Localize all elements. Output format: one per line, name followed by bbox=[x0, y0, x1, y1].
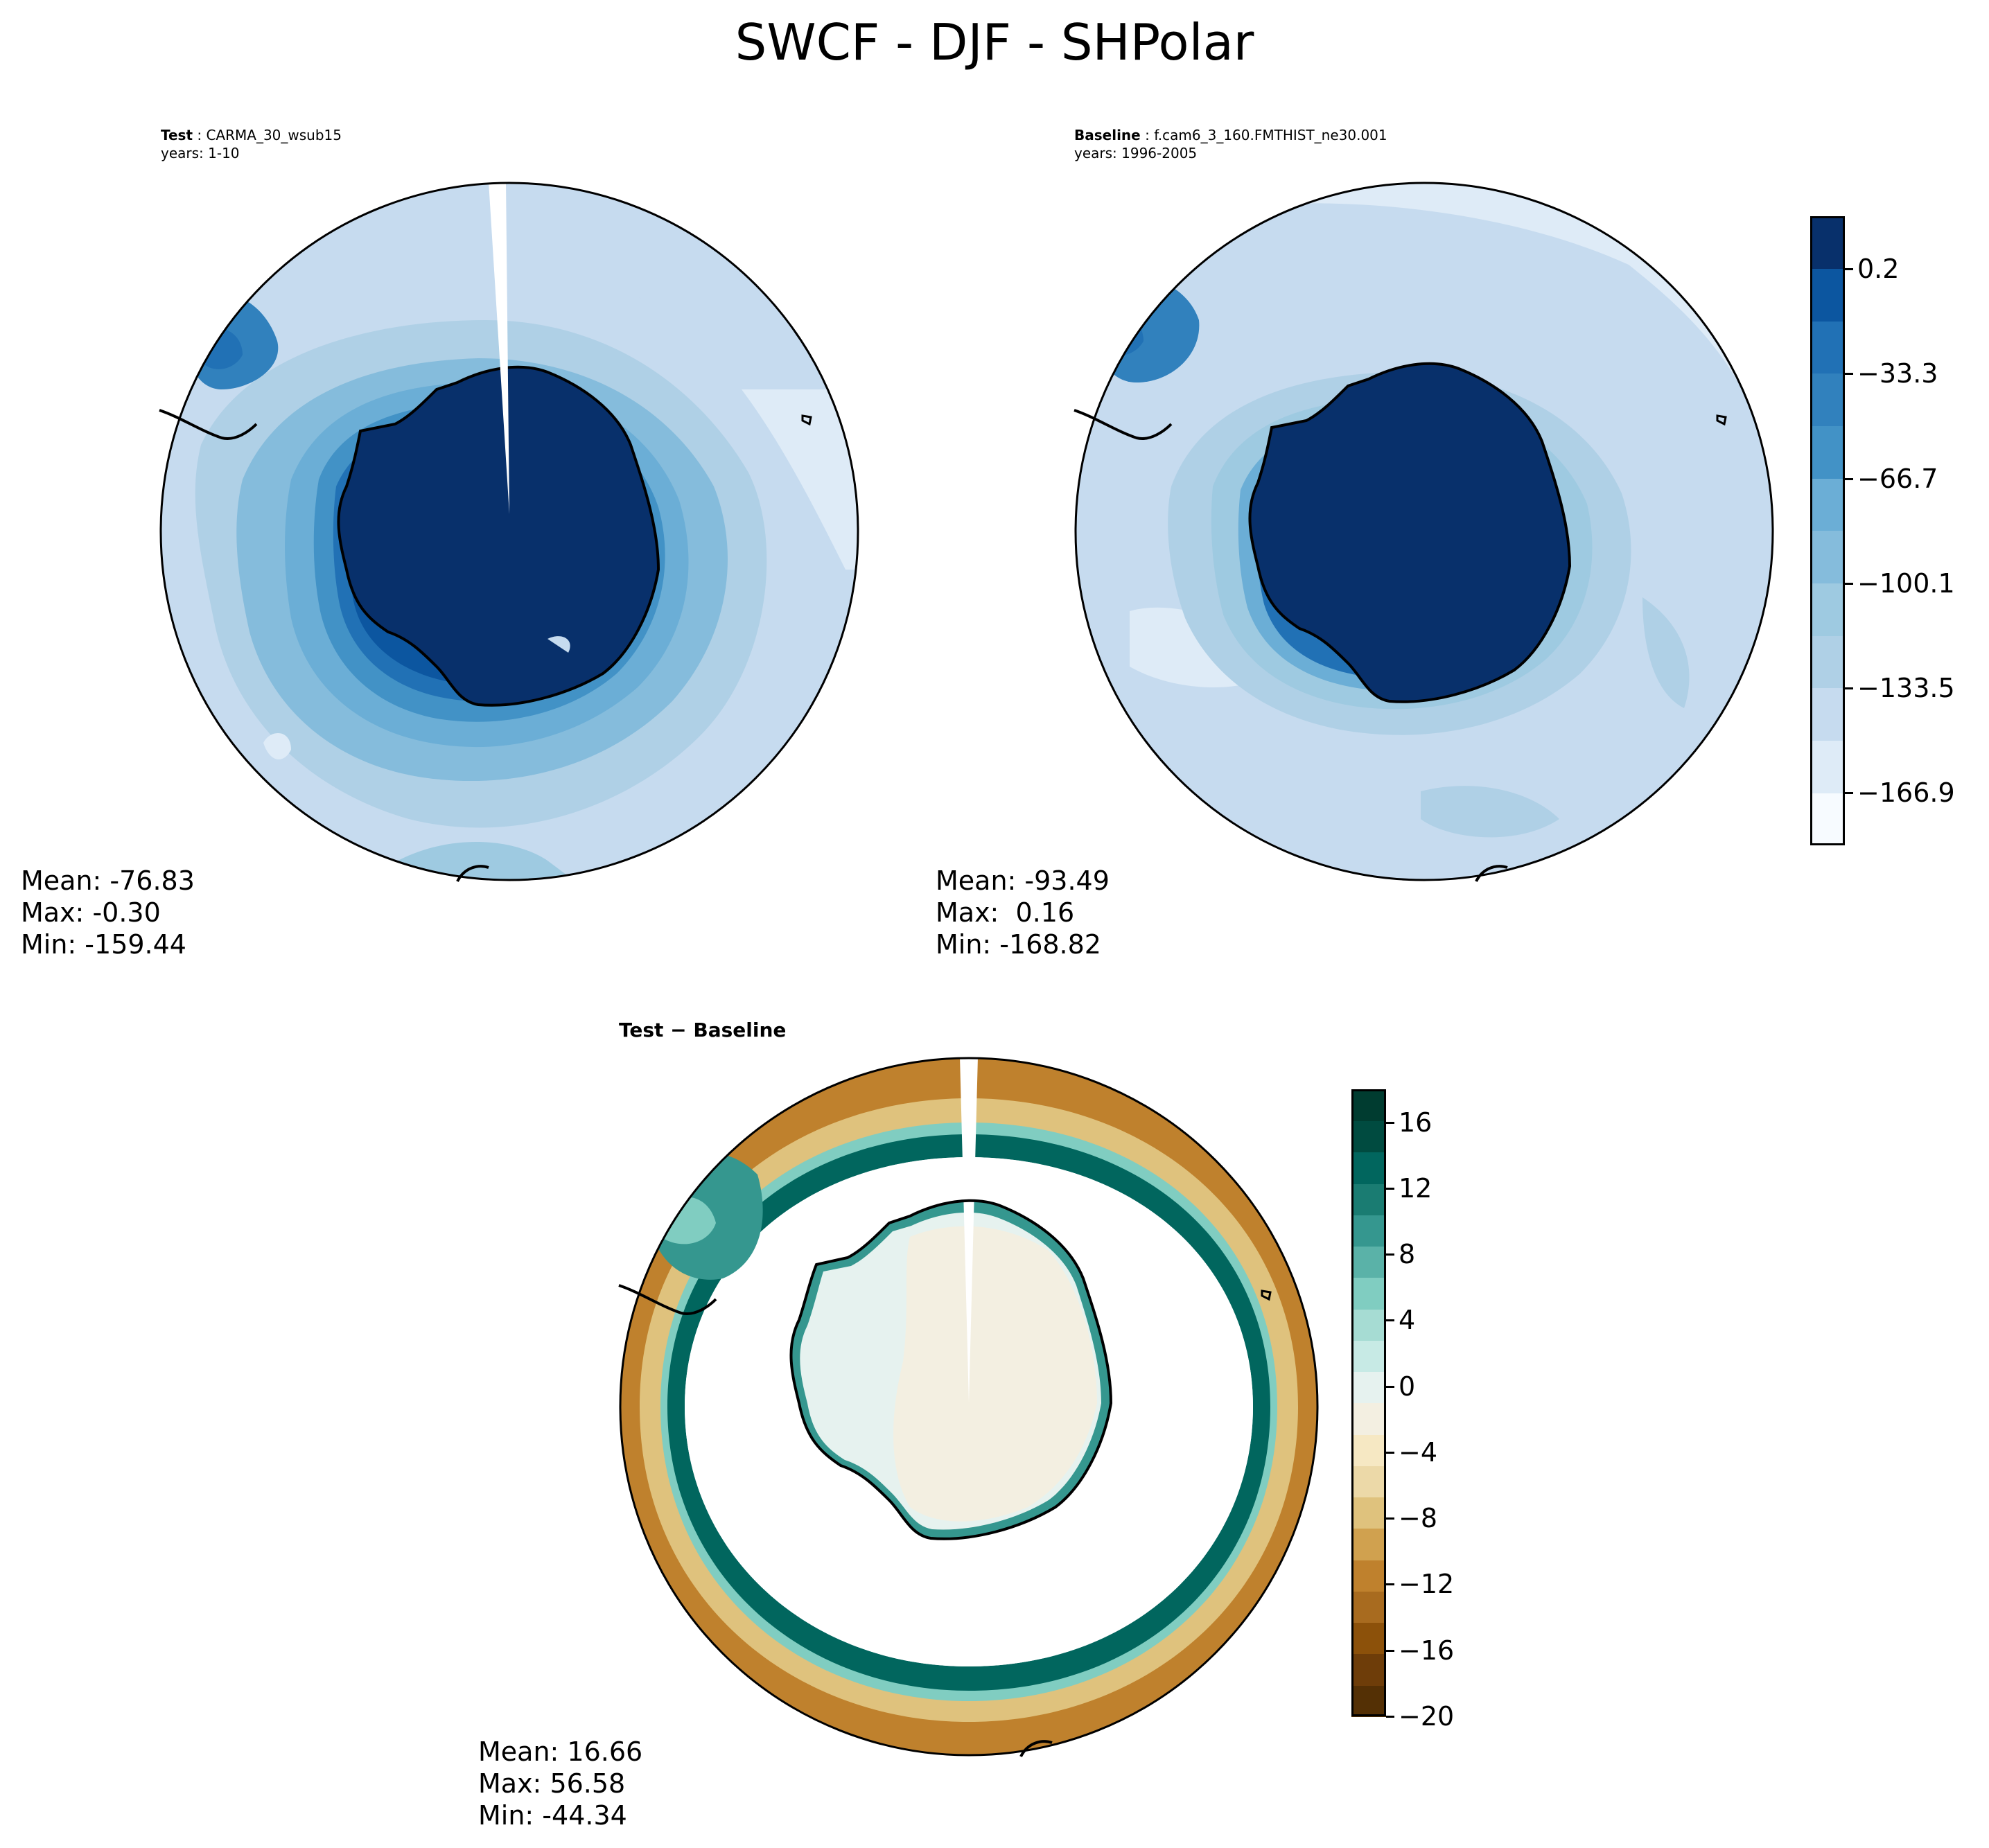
colorbar-diff-color-segment bbox=[1351, 1434, 1386, 1466]
colorbar-diff-tick bbox=[1386, 1121, 1394, 1124]
colorbar-diff-color-segment bbox=[1351, 1183, 1386, 1215]
colorbar-main-frame bbox=[1810, 216, 1845, 845]
colorbar-diff-tick-label: −4 bbox=[1399, 1436, 1438, 1468]
colorbar-diff-color-segment bbox=[1351, 1120, 1386, 1153]
colorbar-diff-color-segment bbox=[1351, 1497, 1386, 1529]
colorbar-diff-color-segment bbox=[1351, 1684, 1386, 1717]
colorbar-diff-tick-label: 12 bbox=[1399, 1172, 1432, 1204]
diff-map bbox=[618, 1057, 1319, 1757]
colorbar-diff-tick bbox=[1386, 1583, 1394, 1586]
baseline-min: Min: -168.82 bbox=[936, 929, 1101, 960]
colorbar-diff-tick bbox=[1386, 1253, 1394, 1256]
colorbar-main-tick-label: −166.9 bbox=[1857, 777, 1955, 809]
colorbar-diff-tick bbox=[1386, 1517, 1394, 1520]
colorbar-diff-color-segment bbox=[1351, 1152, 1386, 1184]
test-max: Max: -0.30 bbox=[21, 897, 161, 928]
test-years: years: 1-10 bbox=[161, 145, 240, 161]
colorbar-diff-tick-label: 0 bbox=[1399, 1371, 1416, 1402]
colorbar-diff-color-segment bbox=[1351, 1246, 1386, 1278]
colorbar-diff-tick-label: −20 bbox=[1399, 1701, 1455, 1732]
colorbar-diff-color-segment bbox=[1351, 1215, 1386, 1247]
colorbar-diff-tick bbox=[1386, 1319, 1394, 1322]
colorbar-main-color-segment bbox=[1810, 268, 1845, 322]
colorbar-main-color-segment bbox=[1810, 478, 1845, 531]
colorbar-diff-tick-label: −12 bbox=[1399, 1569, 1455, 1600]
colorbar-main-tick-label: −66.7 bbox=[1857, 463, 1938, 494]
colorbar-main-color-segment bbox=[1810, 373, 1845, 426]
colorbar-diff-tick bbox=[1386, 1451, 1394, 1454]
baseline-mean: Mean: -93.49 bbox=[936, 865, 1110, 896]
colorbar-main-tick bbox=[1845, 477, 1853, 480]
colorbar-main-color-segment bbox=[1810, 531, 1845, 583]
colorbar-diff-color-segment bbox=[1351, 1466, 1386, 1497]
colorbar-main-color-segment bbox=[1810, 321, 1845, 374]
colorbar-main-tick bbox=[1845, 267, 1853, 270]
baseline-stats: Mean: -93.49 Max: 0.16 Min: -168.82 bbox=[936, 865, 1110, 960]
colorbar-diff-tick bbox=[1386, 1649, 1394, 1652]
colorbar-main-color-segment bbox=[1810, 793, 1845, 846]
diff-stats: Mean: 16.66 Max: 56.58 Min: -44.34 bbox=[478, 1736, 642, 1831]
colorbar-diff-tick-label: −8 bbox=[1399, 1503, 1438, 1534]
diff-max: Max: 56.58 bbox=[478, 1768, 626, 1799]
diff-mean: Mean: 16.66 bbox=[478, 1736, 643, 1767]
colorbar-main: 0.2 −33.3 −66.7 −100.1 −133.5 −166.9 bbox=[1810, 216, 1955, 846]
diff-title: Test − Baseline bbox=[619, 1019, 787, 1041]
colorbar-diff-tick-label: 16 bbox=[1399, 1107, 1432, 1138]
colorbar-diff-color-segment bbox=[1351, 1528, 1386, 1560]
colorbar-main-color-segment bbox=[1810, 425, 1845, 479]
colorbar-main-color-segment bbox=[1810, 688, 1845, 741]
colorbar-main-tick-label: −100.1 bbox=[1857, 567, 1955, 599]
colorbar-diff-color-segment bbox=[1351, 1622, 1386, 1655]
colorbar-diff-tick-label: 4 bbox=[1399, 1305, 1416, 1336]
baseline-max: Max: 0.16 bbox=[936, 897, 1075, 928]
colorbar-main-tick bbox=[1845, 582, 1853, 585]
colorbar-diff-color-segment bbox=[1351, 1591, 1386, 1623]
colorbar-diff-tick-label: 8 bbox=[1399, 1239, 1416, 1270]
colorbar-diff-color-segment bbox=[1351, 1277, 1386, 1310]
colorbar-diff-color-segment bbox=[1351, 1340, 1386, 1372]
test-min: Min: -159.44 bbox=[21, 929, 186, 960]
colorbar-main-tick-label: −133.5 bbox=[1857, 673, 1955, 704]
colorbar-main-color-segment bbox=[1810, 740, 1845, 793]
colorbar-diff: 16 12 8 4 0 −4 −8 −12 −16 −20 bbox=[1351, 1089, 1454, 1730]
baseline-map bbox=[1074, 182, 1774, 882]
baseline-years: years: 1996-2005 bbox=[1074, 145, 1198, 161]
colorbar-main-tick-label: 0.2 bbox=[1857, 253, 1900, 284]
colorbar-diff-tick bbox=[1386, 1716, 1394, 1718]
colorbar-diff-color-segment bbox=[1351, 1089, 1386, 1121]
colorbar-diff-color-segment bbox=[1351, 1371, 1386, 1404]
colorbar-main-tick bbox=[1845, 373, 1853, 376]
test-subtitle: Test : CARMA_30_wsub15 bbox=[161, 127, 342, 143]
colorbar-diff-tick bbox=[1386, 1187, 1394, 1190]
colorbar-diff-tick-label: −16 bbox=[1399, 1635, 1455, 1666]
baseline-case-name: f.cam6_3_160.FMTHIST_ne30.001 bbox=[1154, 127, 1387, 143]
colorbar-diff-color-segment bbox=[1351, 1559, 1386, 1592]
colorbar-main-color-segment bbox=[1810, 635, 1845, 689]
diff-min: Min: -44.34 bbox=[478, 1800, 627, 1831]
test-stats: Mean: -76.83 Max: -0.30 Min: -159.44 bbox=[21, 865, 195, 960]
colorbar-diff-color-segment bbox=[1351, 1308, 1386, 1341]
baseline-subtitle: Baseline : f.cam6_3_160.FMTHIST_ne30.001 bbox=[1074, 127, 1387, 143]
colorbar-main-tick-label: −33.3 bbox=[1857, 358, 1938, 389]
colorbar-main-tick bbox=[1845, 687, 1853, 690]
colorbar-main-color-segment bbox=[1810, 583, 1845, 636]
colorbar-main-tick bbox=[1845, 792, 1853, 795]
figure-title: SWCF - DJF - SHPolar bbox=[735, 13, 1254, 71]
test-label: Test bbox=[161, 127, 193, 143]
colorbar-diff-frame bbox=[1351, 1089, 1386, 1716]
colorbar-main-color-segment bbox=[1810, 216, 1845, 269]
test-mean: Mean: -76.83 bbox=[21, 865, 195, 896]
colorbar-diff-tick bbox=[1386, 1385, 1394, 1388]
test-case-name: CARMA_30_wsub15 bbox=[206, 127, 342, 143]
colorbar-diff-color-segment bbox=[1351, 1402, 1386, 1435]
test-map bbox=[159, 182, 859, 882]
baseline-label: Baseline bbox=[1074, 127, 1141, 143]
colorbar-diff-color-segment bbox=[1351, 1653, 1386, 1686]
